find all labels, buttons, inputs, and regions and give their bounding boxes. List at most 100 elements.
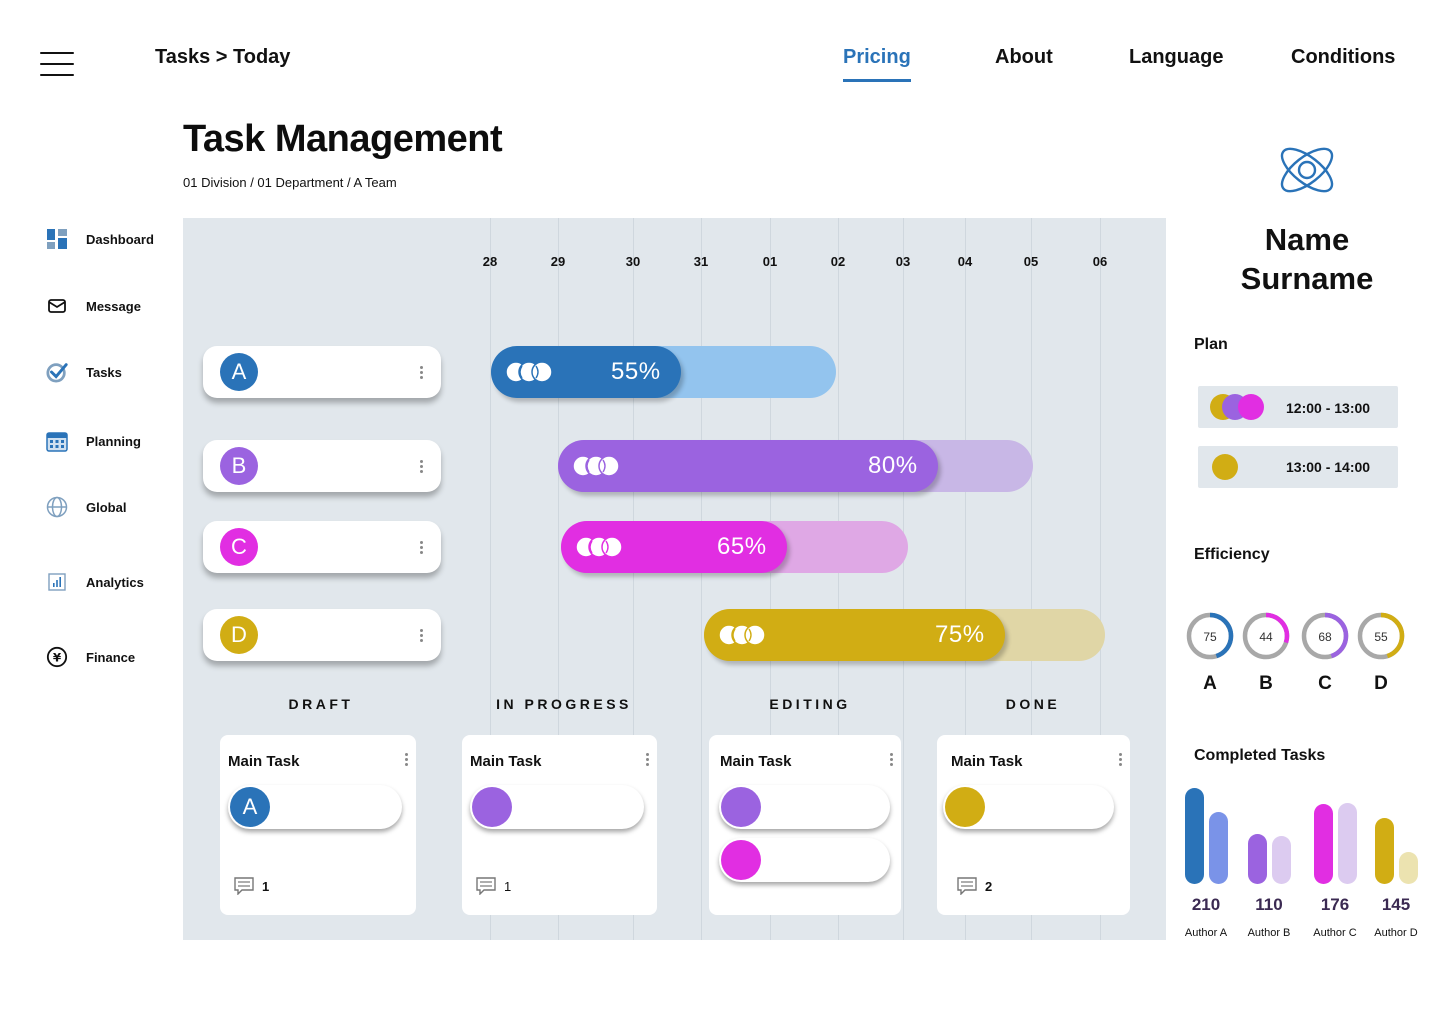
status-editing: EDITING bbox=[769, 696, 851, 712]
comment-count[interactable]: 2 bbox=[957, 877, 992, 895]
completed-tasks-heading: Completed Tasks bbox=[1194, 747, 1326, 764]
task-card-done[interactable]: Main Task 2 bbox=[937, 735, 1130, 915]
status-in-progress: IN PROGRESS bbox=[496, 696, 632, 712]
plan-slot[interactable]: 12:00 - 13:00 bbox=[1198, 386, 1398, 428]
more-options-icon[interactable] bbox=[890, 753, 893, 767]
team-row-a[interactable]: A bbox=[203, 346, 441, 398]
comment-count[interactable]: 1 bbox=[234, 877, 269, 895]
more-options-icon[interactable] bbox=[420, 366, 423, 380]
avatar: C bbox=[220, 528, 258, 566]
completed-bar-secondary bbox=[1338, 803, 1357, 884]
completed-author-label: Author C bbox=[1313, 927, 1357, 939]
sidebar-item-label: Tasks bbox=[86, 364, 122, 380]
envelope-icon bbox=[46, 295, 68, 317]
nav-about[interactable]: About bbox=[995, 46, 1053, 68]
progress-percent: 65% bbox=[717, 533, 767, 560]
completed-value: 145 bbox=[1381, 895, 1411, 914]
completed-bar bbox=[1248, 833, 1267, 884]
team-row-b[interactable]: B bbox=[203, 440, 441, 492]
date-label: 30 bbox=[625, 254, 641, 269]
sidebar-item-message[interactable]: Message bbox=[46, 294, 141, 318]
sidebar-item-label: Global bbox=[86, 499, 127, 515]
progress-bar-b[interactable]: 80% bbox=[558, 440, 1033, 492]
progress-bar-c[interactable]: 65% bbox=[561, 521, 908, 573]
date-gridline bbox=[770, 218, 771, 940]
sidebar-item-label: Finance bbox=[86, 649, 136, 665]
date-gridline bbox=[633, 218, 634, 940]
date-gridline bbox=[490, 218, 491, 940]
plan-slot[interactable]: 13:00 - 14:00 bbox=[1198, 446, 1398, 488]
progress-bar-d[interactable]: 75% bbox=[704, 609, 1105, 661]
more-options-icon[interactable] bbox=[420, 460, 423, 474]
more-options-icon[interactable] bbox=[1119, 753, 1122, 767]
sidebar-item-finance[interactable]: ¥ Finance bbox=[46, 645, 135, 669]
team-row-d[interactable]: D bbox=[203, 609, 441, 661]
status-draft: DRAFT bbox=[288, 696, 354, 712]
comment-icon bbox=[234, 877, 254, 895]
date-label: 29 bbox=[550, 254, 566, 269]
breadcrumb[interactable]: Tasks > Today bbox=[155, 46, 291, 68]
task-card-title: Main Task bbox=[228, 753, 300, 770]
assignee-pill[interactable]: A bbox=[228, 785, 402, 829]
user-name: Name Surname bbox=[1240, 222, 1374, 296]
sidebar-item-global[interactable]: Global bbox=[46, 495, 126, 519]
sidebar-item-label: Planning bbox=[86, 433, 141, 449]
sidebar-item-label: Dashboard bbox=[86, 231, 154, 247]
avatar: B bbox=[220, 447, 258, 485]
sidebar-item-planning[interactable]: Planning bbox=[46, 429, 141, 453]
date-gridline bbox=[1100, 218, 1101, 940]
check-circle-icon bbox=[46, 361, 68, 383]
date-gridline bbox=[965, 218, 966, 940]
date-label: 28 bbox=[482, 254, 498, 269]
comment-count[interactable]: 1 bbox=[476, 877, 511, 895]
comment-count-value: 1 bbox=[504, 878, 512, 894]
avatar bbox=[472, 787, 512, 827]
completed-bar-secondary bbox=[1272, 836, 1291, 884]
sidebar-item-analytics[interactable]: Analytics bbox=[46, 570, 144, 594]
more-options-icon[interactable] bbox=[646, 753, 649, 767]
efficiency-value: 75 bbox=[1203, 630, 1217, 644]
assignee-pill[interactable] bbox=[470, 785, 644, 829]
more-options-icon[interactable] bbox=[405, 753, 408, 767]
assignee-pill[interactable] bbox=[719, 838, 890, 882]
nav-conditions[interactable]: Conditions bbox=[1291, 46, 1396, 68]
progress-bar-a[interactable]: 55% bbox=[491, 346, 836, 398]
completed-bar bbox=[1314, 803, 1333, 884]
more-options-icon[interactable] bbox=[420, 629, 423, 643]
nav-pricing[interactable]: Pricing bbox=[843, 46, 911, 82]
more-options-icon[interactable] bbox=[420, 541, 423, 555]
assignee-pill[interactable] bbox=[943, 785, 1114, 829]
efficiency-label: C bbox=[1318, 673, 1332, 694]
efficiency-value: 68 bbox=[1318, 630, 1332, 644]
date-label: 04 bbox=[957, 254, 973, 269]
avatar: D bbox=[220, 616, 258, 654]
sidebar-item-tasks[interactable]: Tasks bbox=[46, 360, 122, 384]
team-members-icon bbox=[505, 361, 553, 383]
task-card-in-progress[interactable]: Main Task 1 bbox=[462, 735, 657, 915]
assignee-pill[interactable] bbox=[719, 785, 890, 829]
sidebar-item-dashboard[interactable]: Dashboard bbox=[46, 227, 154, 251]
efficiency-label: B bbox=[1259, 673, 1273, 694]
date-gridline bbox=[903, 218, 904, 940]
task-card-title: Main Task bbox=[470, 753, 542, 770]
task-card-draft[interactable]: Main Task A 1 bbox=[220, 735, 416, 915]
avatar bbox=[721, 787, 761, 827]
completed-value: 110 bbox=[1255, 895, 1283, 914]
comment-count-value: 2 bbox=[985, 878, 993, 894]
gantt-board-panel: 28 29 30 31 01 02 03 04 05 06 A 55% B 80% C 65% D 75% DR… bbox=[183, 218, 1166, 940]
completed-bar-secondary bbox=[1399, 852, 1418, 884]
menu-icon[interactable] bbox=[40, 52, 74, 78]
team-row-c[interactable]: C bbox=[203, 521, 441, 573]
team-members-icon bbox=[575, 536, 623, 558]
date-gridline bbox=[1031, 218, 1032, 940]
progress-percent: 55% bbox=[611, 358, 661, 385]
completed-bar-secondary bbox=[1209, 812, 1228, 884]
nav-language[interactable]: Language bbox=[1129, 46, 1224, 68]
completed-author-label: Author D bbox=[1374, 927, 1418, 939]
progress-fill bbox=[558, 440, 938, 492]
avatar bbox=[1212, 454, 1238, 480]
progress-percent: 80% bbox=[868, 452, 918, 479]
task-card-editing[interactable]: Main Task bbox=[709, 735, 901, 915]
date-label: 01 bbox=[762, 254, 778, 269]
completed-bar bbox=[1185, 788, 1204, 884]
